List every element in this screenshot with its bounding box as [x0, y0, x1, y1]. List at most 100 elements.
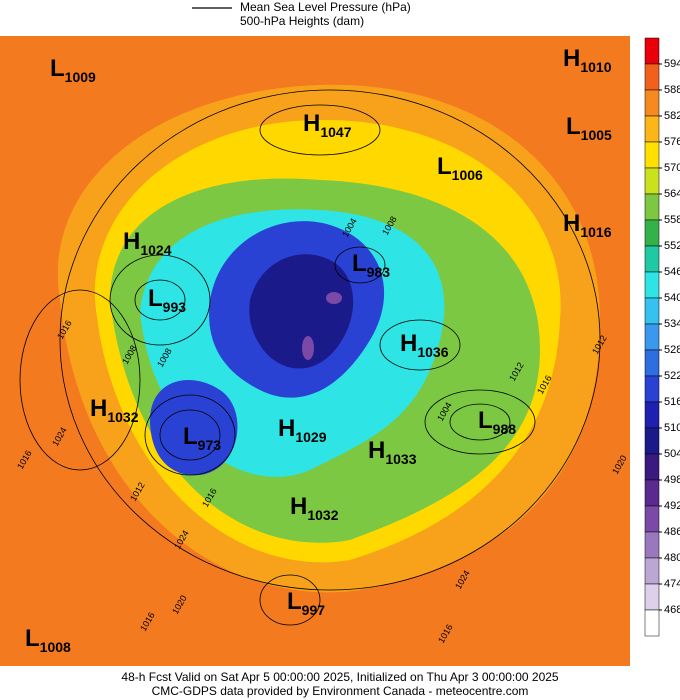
- isobars: [19, 89, 601, 626]
- pressure-center: L983: [352, 250, 390, 279]
- colorbar-label: 516: [664, 396, 680, 408]
- field-band: [302, 336, 314, 360]
- center-letter: H: [563, 45, 580, 72]
- pressure-center: H1047: [303, 110, 352, 139]
- pressure-center: L988: [478, 407, 516, 436]
- colorbar-label: 576: [664, 136, 680, 148]
- center-letter: H: [90, 395, 107, 422]
- colorbar-label: 480: [664, 552, 680, 564]
- colorbar-label: 552: [664, 240, 680, 252]
- pressure-center: L1005: [566, 113, 612, 142]
- colorbar-label: 486: [664, 526, 680, 538]
- colorbar-label: 468: [664, 604, 680, 616]
- center-value: 1008: [40, 639, 71, 655]
- colorbar-box: [644, 89, 660, 117]
- center-value: 1005: [581, 127, 612, 143]
- colorbar-box: [644, 115, 660, 143]
- colorbar-label: 540: [664, 292, 680, 304]
- pressure-center: H1024: [123, 228, 172, 257]
- legend-text: Mean Sea Level Pressure (hPa): [240, 0, 411, 14]
- center-letter: L: [287, 588, 302, 615]
- center-value: 1047: [320, 124, 351, 140]
- center-letter: L: [25, 625, 40, 652]
- field-band: [326, 292, 342, 304]
- colorbar-label: 474: [664, 578, 680, 590]
- pressure-center: L1006: [437, 153, 483, 182]
- center-letter: L: [50, 55, 65, 82]
- footer-text: 48-h Fcst Valid on Sat Apr 5 00:00:00 20…: [121, 670, 559, 684]
- colorbar-box: [644, 271, 660, 299]
- colorbar-box: [644, 37, 660, 65]
- center-value: 1010: [580, 59, 611, 75]
- center-value: 1032: [107, 409, 138, 425]
- colorbar-label: 564: [664, 188, 680, 200]
- colorbar-box: [644, 557, 660, 585]
- center-value: 1009: [65, 69, 96, 85]
- center-value: 1029: [295, 429, 326, 445]
- colorbar-label: 570: [664, 162, 680, 174]
- center-letter: L: [352, 250, 367, 277]
- colorbar-box: [644, 375, 660, 403]
- colorbar-box: [644, 479, 660, 507]
- pressure-center: L997: [287, 588, 325, 617]
- center-value: 973: [198, 437, 222, 453]
- field-band: [249, 254, 354, 369]
- center-value: 988: [493, 421, 517, 437]
- colorbar-label: 522: [664, 370, 680, 382]
- center-value: 997: [302, 602, 326, 618]
- pressure-center: H1010: [563, 45, 612, 74]
- pressure-center: H1033: [368, 437, 417, 466]
- pressure-center: H1032: [90, 395, 139, 424]
- center-letter: H: [290, 493, 307, 520]
- colorbar-label: 594: [664, 58, 680, 70]
- colorbar-box: [644, 167, 660, 195]
- colorbar-box: [644, 609, 660, 637]
- center-letter: H: [400, 330, 417, 357]
- center-letter: L: [437, 153, 452, 180]
- center-value: 993: [163, 299, 187, 315]
- colorbar-box: [644, 427, 660, 455]
- pressure-center: H1029: [278, 415, 327, 444]
- center-value: 1024: [140, 242, 171, 258]
- colorbar-label: 528: [664, 344, 680, 356]
- pressure-center: L973: [183, 423, 221, 452]
- colorbar-box: [644, 401, 660, 429]
- colorbar-box: [644, 193, 660, 221]
- colorbar-box: [644, 505, 660, 533]
- center-value: 1016: [580, 224, 611, 240]
- center-letter: H: [368, 437, 385, 464]
- colorbar-box: [644, 245, 660, 273]
- center-letter: L: [566, 113, 581, 140]
- colorbar-box: [644, 63, 660, 91]
- pressure-center: H1016: [563, 210, 612, 239]
- center-letter: H: [563, 210, 580, 237]
- colorbar-box: [644, 141, 660, 169]
- pressure-center: H1036: [400, 330, 449, 359]
- center-value: 983: [367, 264, 391, 280]
- center-letter: L: [183, 423, 198, 450]
- colorbar-label: 534: [664, 318, 680, 330]
- colorbar-box: [644, 453, 660, 481]
- colorbar-box: [644, 531, 660, 559]
- center-letter: L: [478, 407, 493, 434]
- colorbar-box: [644, 583, 660, 611]
- colorbar-label: 504: [664, 448, 680, 460]
- colorbar-box: [644, 323, 660, 351]
- field-band: [150, 380, 238, 476]
- center-value: 1006: [452, 167, 483, 183]
- footer-text: CMC-GDPS data provided by Environment Ca…: [152, 684, 529, 698]
- colorbar-label: 492: [664, 500, 680, 512]
- center-value: 1033: [385, 451, 416, 467]
- center-letter: H: [123, 228, 140, 255]
- pressure-center: L993: [148, 285, 186, 314]
- pressure-center: H1032: [290, 493, 339, 522]
- pressure-center: L1009: [50, 55, 96, 84]
- colorbar-label: 588: [664, 84, 680, 96]
- center-value: 1032: [307, 507, 338, 523]
- center-letter: H: [303, 110, 320, 137]
- legend-text: 500-hPa Heights (dam): [240, 14, 364, 28]
- center-letter: L: [148, 285, 163, 312]
- colorbar-box: [644, 219, 660, 247]
